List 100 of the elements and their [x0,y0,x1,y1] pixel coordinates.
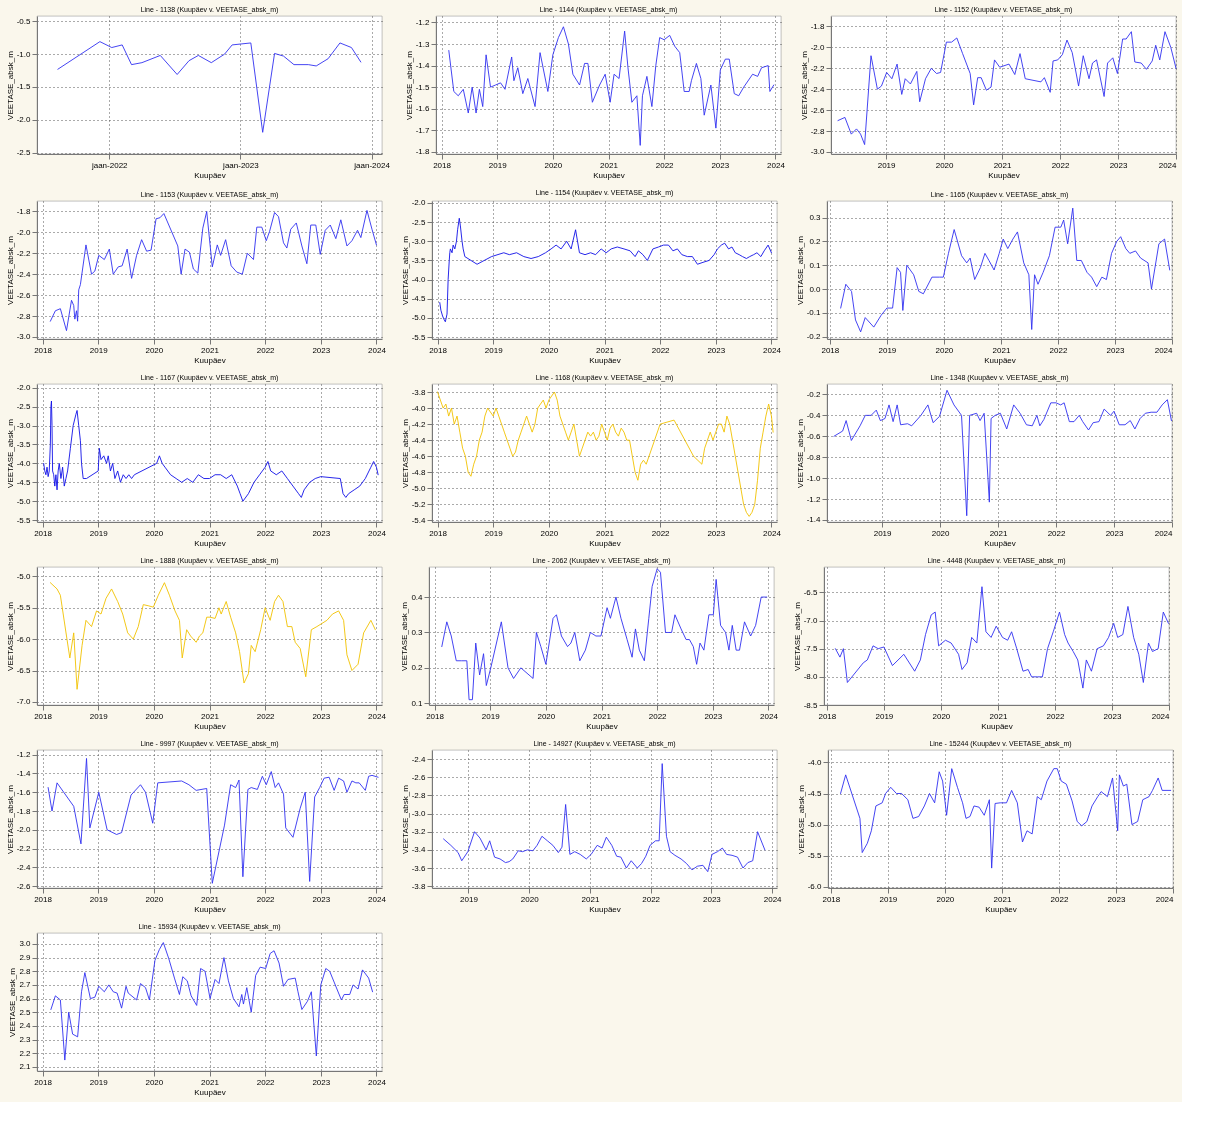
line-series [840,768,1172,869]
line-series [43,400,379,502]
x-tick-label: 2024 [368,711,387,721]
y-tick-label: 0.3 [411,627,424,637]
y-axis-title: VEETASE_absk_m [792,601,802,671]
x-tick-label: 2024 [767,160,786,170]
x-tick-label: 2018 [429,345,448,355]
x-tick-label: 2024 [368,528,387,538]
x-tick-label: jaan-2022 [90,160,129,170]
line-series [49,582,376,690]
y-tick-label: -3.5 [16,439,32,449]
y-tick-label: -2.8 [16,311,32,321]
x-tick-label: 2018 [34,345,53,355]
y-tick-label: -3.0 [411,809,427,819]
x-tick-label: 2024 [368,894,387,904]
x-tick-label: 2024 [1154,345,1174,355]
x-tick-label: 2023 [707,528,726,538]
x-tick-label: 2022 [648,711,668,721]
x-tick-label: 2023 [312,711,331,721]
y-tick-label: -2.0 [16,227,32,237]
line-series [833,389,1172,517]
x-tick-label: 2023 [312,1077,331,1087]
x-tick-label: 2023 [1105,528,1124,538]
y-tick-label: -2.0 [16,115,32,125]
y-tick-label: -1.5 [415,82,431,92]
x-tick-label: 2022 [655,160,675,170]
y-axis-title: VEETASE_absk_m [400,418,410,488]
x-tick-label: 2020 [935,160,955,170]
x-tick-label: 2021 [596,528,615,538]
x-tick-label: 2019 [460,894,479,904]
x-axis-title: Kuupäev [194,355,226,365]
x-axis-title: Kuupäev [593,170,625,180]
y-tick-label: -3.0 [411,236,427,246]
x-tick-label: 2021 [201,1077,220,1087]
y-tick-label: -1.8 [415,147,431,157]
y-tick-label: -2.2 [810,63,826,73]
y-tick-label: -5.5 [16,603,32,613]
y-tick-label: -2.2 [16,844,32,854]
y-tick-label: 2.2 [19,1048,32,1058]
y-tick-label: -1.6 [415,104,431,114]
y-tick-label: -2.4 [16,269,32,279]
y-tick-label: -7.0 [16,697,32,707]
x-axis-title: Kuupäev [194,904,226,914]
y-tick-label: -4.0 [16,458,32,468]
y-tick-label: 0.2 [809,236,822,246]
x-tick-label: 2019 [481,711,501,721]
y-tick-label: -0.8 [806,452,822,462]
x-tick-label: 2021 [993,894,1012,904]
x-tick-label: 2022 [256,345,276,355]
x-tick-label: 2019 [89,345,109,355]
y-tick-label: -4.5 [807,789,823,799]
y-tick-label: -3.0 [16,332,32,342]
x-tick-label: 2019 [89,894,109,904]
x-tick-label: 2018 [822,894,841,904]
x-axis-title: Kuupäev [985,904,1017,914]
y-tick-label: -5.0 [16,571,32,581]
y-tick-label: -2.5 [16,148,32,158]
y-tick-label: -5.0 [411,483,427,493]
x-tick-label: jaan-2023 [222,160,260,170]
y-tick-label: 0.4 [411,592,424,602]
x-tick-label: 2021 [992,345,1011,355]
y-tick-label: -3.4 [411,845,427,855]
y-tick-label: -0.2 [806,389,822,399]
x-tick-label: 2023 [312,345,331,355]
y-tick-label: -3.6 [411,863,427,873]
y-axis-title: VEETASE_absk_m [400,784,410,854]
y-tick-label: -6.5 [16,666,32,675]
y-tick-label: -2.2 [16,248,32,258]
x-tick-label: 2022 [1051,160,1070,170]
x-tick-label: 2021 [600,160,619,170]
line-series [57,41,362,133]
y-tick-label: -2.5 [16,402,32,412]
y-tick-label: -3.8 [411,387,427,397]
y-tick-label: 0.1 [411,698,424,708]
x-tick-label: 2021 [201,528,220,538]
y-tick-label: -2.0 [16,825,32,835]
y-tick-label: -4.0 [411,275,427,285]
y-tick-label: -7.0 [803,616,819,626]
line-series [441,568,768,701]
x-axis-title: Kuupäev [586,721,618,731]
y-tick-label: -1.0 [16,49,32,59]
x-tick-label: 2018 [429,528,448,538]
x-tick-label: 2020 [544,160,563,170]
y-tick-label: -4.5 [411,294,427,304]
y-tick-label: 0.2 [411,663,424,673]
y-tick-label: -4.0 [411,403,427,413]
y-tick-label: -1.4 [415,61,431,71]
y-tick-label: -5.0 [16,496,32,506]
x-tick-label: 2020 [145,711,164,721]
x-tick-label: 2021 [201,711,220,721]
x-axis-title: Kuupäev [589,355,621,365]
y-tick-label: 0.0 [809,284,822,294]
x-tick-label: 2021 [993,160,1012,170]
x-tick-label: 2020 [145,528,164,538]
x-axis-title: Kuupäev [194,721,226,731]
x-tick-label: 2023 [711,160,730,170]
x-tick-label: 2020 [936,894,955,904]
y-tick-label: -1.6 [16,787,32,797]
y-tick-label: -3.0 [16,421,32,431]
x-tick-label: 2022 [256,711,276,721]
